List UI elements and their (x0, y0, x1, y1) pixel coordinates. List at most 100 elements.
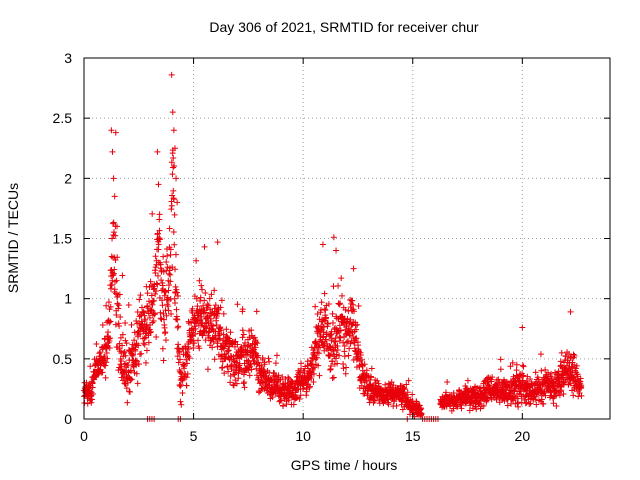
data-point (116, 322, 123, 329)
data-point (201, 243, 208, 250)
data-point (239, 334, 246, 341)
data-point (342, 370, 349, 377)
data-point (174, 316, 181, 323)
data-point (315, 327, 322, 334)
data-point (217, 324, 224, 331)
data-point (172, 251, 179, 258)
data-point (323, 329, 330, 336)
data-point (341, 342, 348, 349)
data-point (157, 236, 164, 243)
data-point (213, 322, 220, 329)
data-point (117, 313, 124, 320)
data-point (134, 380, 141, 387)
data-point (313, 354, 320, 361)
data-point (234, 301, 241, 308)
data-point (171, 163, 178, 170)
data-point (320, 323, 327, 330)
data-point (520, 363, 527, 370)
data-point (127, 388, 134, 395)
data-point (183, 374, 190, 381)
data-point (542, 366, 549, 373)
data-point (332, 355, 339, 362)
data-point (234, 341, 241, 348)
data-point (114, 300, 121, 307)
data-point (504, 402, 511, 409)
data-point (252, 344, 259, 351)
data-point (361, 361, 368, 368)
y-tick-label: 1 (64, 291, 72, 307)
grid-lines (84, 58, 610, 419)
data-point (329, 358, 336, 365)
data-point (306, 383, 313, 390)
data-point (279, 374, 286, 381)
data-point (374, 377, 381, 384)
data-point (87, 363, 94, 370)
data-point (327, 363, 334, 370)
data-point (107, 335, 114, 342)
data-point (333, 247, 340, 254)
data-point (137, 292, 144, 299)
data-point (162, 337, 169, 344)
data-point (329, 320, 336, 327)
data-point (319, 241, 326, 248)
data-point (167, 251, 174, 258)
data-point (172, 300, 179, 307)
data-point (174, 293, 181, 300)
data-point (177, 356, 184, 363)
data-point (170, 164, 177, 171)
data-point (183, 356, 190, 363)
data-point (157, 309, 164, 316)
data-point (202, 309, 209, 316)
data-point (141, 312, 148, 319)
data-point (106, 344, 113, 351)
data-point (128, 321, 135, 328)
data-point (99, 322, 106, 329)
data-point (266, 358, 273, 365)
data-point (303, 392, 310, 399)
data-point (202, 323, 209, 330)
data-point (115, 305, 122, 312)
data-point (341, 348, 348, 355)
data-point (168, 206, 175, 213)
data-point (345, 352, 352, 359)
data-point (147, 328, 154, 335)
data-point (242, 339, 249, 346)
data-point (194, 337, 201, 344)
data-point (533, 401, 540, 408)
data-point (404, 389, 411, 396)
y-tick-label: 2.5 (53, 110, 73, 126)
data-point (208, 291, 215, 298)
data-point (216, 335, 223, 342)
data-point (138, 350, 145, 357)
data-point (105, 299, 112, 306)
data-point (341, 322, 348, 329)
data-point (310, 370, 317, 377)
data-point (343, 364, 350, 371)
data-point (280, 403, 287, 410)
data-point (106, 319, 113, 326)
data-point (390, 382, 397, 389)
data-point (167, 246, 174, 253)
data-point (248, 366, 255, 373)
data-point (149, 210, 156, 217)
data-point (332, 324, 339, 331)
data-point (239, 306, 246, 313)
plot-frame (83, 57, 611, 420)
data-point (153, 280, 160, 287)
data-point (220, 345, 227, 352)
data-point (185, 346, 192, 353)
data-point (197, 297, 204, 304)
data-point (206, 295, 213, 302)
data-points (80, 71, 585, 422)
data-point (241, 384, 248, 391)
data-point (135, 342, 142, 349)
data-point (109, 235, 116, 242)
data-point (155, 181, 162, 188)
data-point (238, 344, 245, 351)
data-point (357, 352, 364, 359)
data-point (330, 234, 337, 241)
data-point (116, 291, 123, 298)
data-point (312, 303, 319, 310)
data-point (112, 321, 119, 328)
data-point (212, 302, 219, 309)
